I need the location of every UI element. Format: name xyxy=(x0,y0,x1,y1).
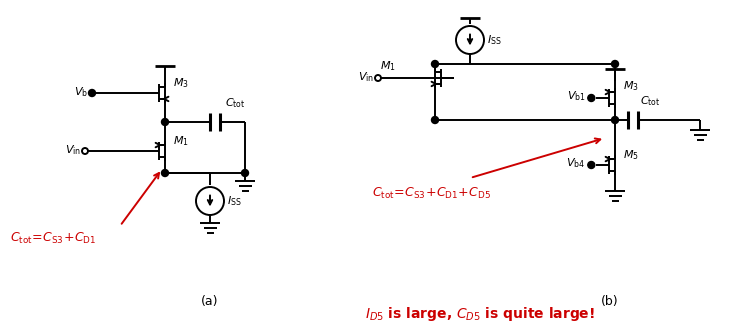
Circle shape xyxy=(588,95,595,101)
Circle shape xyxy=(431,116,439,124)
Text: $I_{D5}$ is large, $C_{D5}$ is quite large!: $I_{D5}$ is large, $C_{D5}$ is quite lar… xyxy=(365,305,595,323)
Text: $V_{\rm in}$: $V_{\rm in}$ xyxy=(358,70,374,84)
Text: $V_{\rm in}$: $V_{\rm in}$ xyxy=(65,143,81,157)
Text: $M_1$: $M_1$ xyxy=(380,59,396,73)
Text: $C_{\rm tot}$: $C_{\rm tot}$ xyxy=(225,96,245,110)
Circle shape xyxy=(612,61,618,67)
Text: $V_{\rm b}$: $V_{\rm b}$ xyxy=(74,85,88,99)
Text: $M_5$: $M_5$ xyxy=(623,148,639,162)
Text: $C_{\rm tot}\!=\!C_{\rm S3}\!+\!C_{\rm D1}$: $C_{\rm tot}\!=\!C_{\rm S3}\!+\!C_{\rm D… xyxy=(10,230,96,245)
Circle shape xyxy=(161,118,169,126)
Circle shape xyxy=(161,170,169,176)
Text: $M_1$: $M_1$ xyxy=(173,134,189,148)
Text: $C_{\rm tot}\!=\!C_{\rm S3}\!+\!C_{\rm D1}\!+\!C_{\rm D5}$: $C_{\rm tot}\!=\!C_{\rm S3}\!+\!C_{\rm D… xyxy=(372,185,491,200)
Text: $V_{\rm b4}$: $V_{\rm b4}$ xyxy=(566,156,585,170)
Text: (b): (b) xyxy=(602,294,619,307)
Text: $V_{\rm b1}$: $V_{\rm b1}$ xyxy=(566,89,585,103)
Text: (a): (a) xyxy=(201,294,219,307)
Text: $M_3$: $M_3$ xyxy=(623,79,639,93)
Circle shape xyxy=(88,90,96,96)
Circle shape xyxy=(588,161,595,169)
Circle shape xyxy=(242,170,248,176)
Text: $I_{\rm SS}$: $I_{\rm SS}$ xyxy=(487,33,502,47)
Text: $M_3$: $M_3$ xyxy=(173,76,189,90)
Circle shape xyxy=(612,116,618,124)
Text: $I_{\rm SS}$: $I_{\rm SS}$ xyxy=(227,194,242,208)
Circle shape xyxy=(431,61,439,67)
Text: $C_{\rm tot}$: $C_{\rm tot}$ xyxy=(640,94,661,108)
